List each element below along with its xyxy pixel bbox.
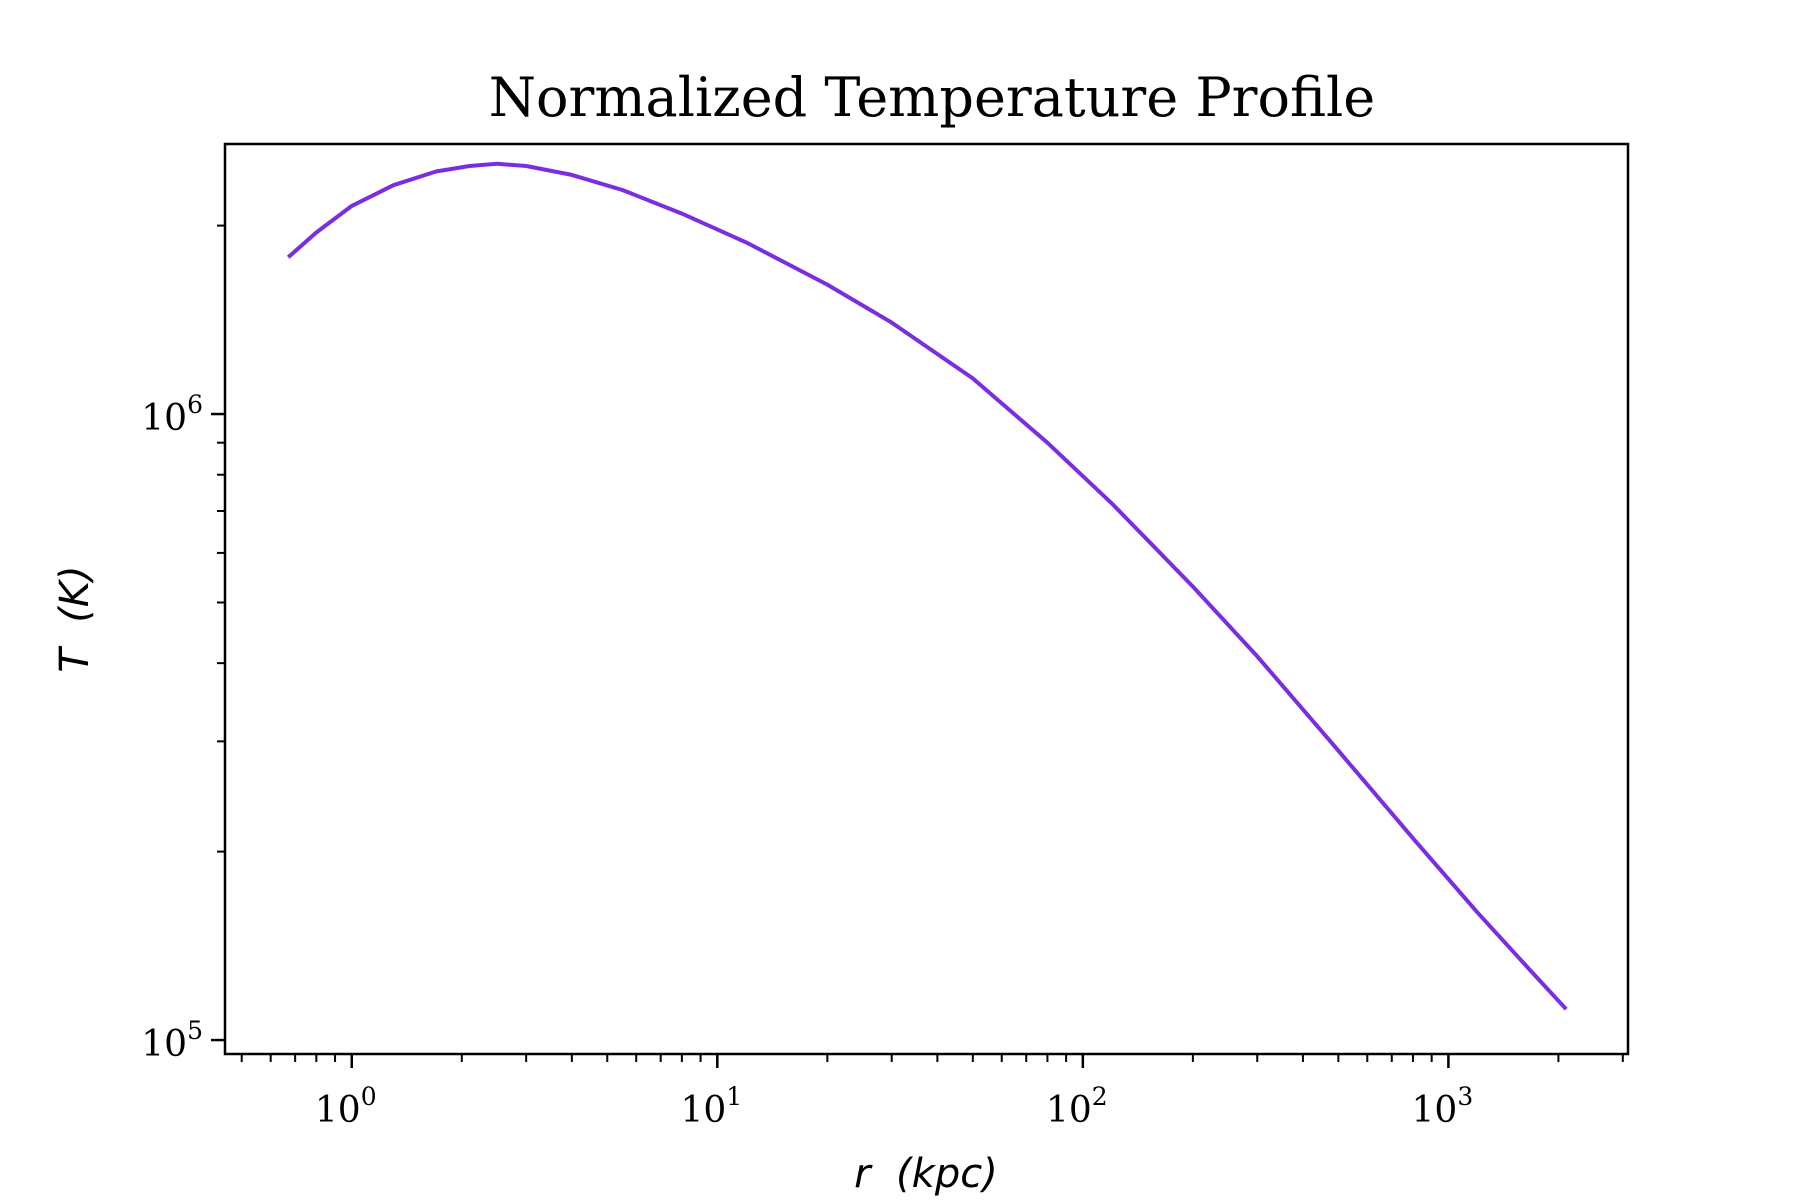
y-axis-label: T (K): [52, 565, 98, 672]
x-tick-label: 102: [1046, 1082, 1108, 1131]
ticks-layer: 100 101 102 103 105 106: [141, 224, 1624, 1131]
x-tick-label: 100: [315, 1082, 377, 1131]
y-tick-label: 106: [141, 390, 203, 439]
chart-title: Normalized Temperature Profile: [489, 66, 1376, 129]
x-tick-label: 101: [680, 1082, 742, 1131]
x-tick-label: 103: [1412, 1082, 1474, 1131]
series-line: [286, 161, 1568, 1011]
x-axis-label: r (kpc): [854, 1151, 998, 1197]
y-tick-label: 105: [141, 1016, 203, 1065]
plot-area-frame: [223, 142, 1630, 1056]
